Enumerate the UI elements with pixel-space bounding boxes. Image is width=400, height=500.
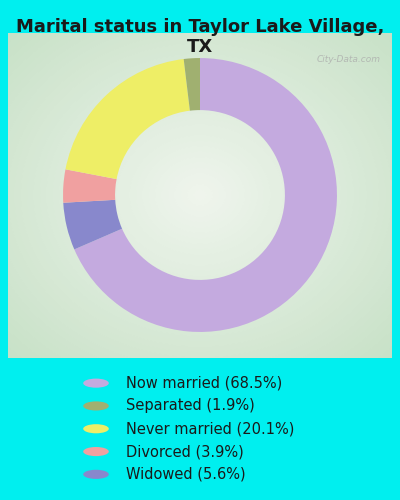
Ellipse shape (130, 136, 270, 254)
Circle shape (83, 402, 109, 410)
Ellipse shape (0, 0, 400, 412)
Ellipse shape (0, 6, 400, 384)
Ellipse shape (0, 0, 400, 482)
Ellipse shape (181, 179, 219, 211)
Ellipse shape (0, 0, 400, 466)
Ellipse shape (0, 0, 400, 428)
Ellipse shape (59, 76, 341, 314)
Ellipse shape (27, 49, 373, 341)
Ellipse shape (0, 0, 400, 450)
Ellipse shape (0, 0, 400, 460)
Ellipse shape (0, 0, 400, 439)
Ellipse shape (66, 81, 334, 308)
Ellipse shape (187, 184, 213, 206)
Wedge shape (74, 58, 337, 332)
Text: City-Data.com: City-Data.com (316, 55, 380, 64)
Ellipse shape (21, 44, 379, 346)
Text: Divorced (3.9%): Divorced (3.9%) (126, 444, 244, 459)
Ellipse shape (117, 124, 283, 266)
Ellipse shape (162, 162, 238, 228)
Ellipse shape (2, 27, 398, 363)
Ellipse shape (0, 0, 400, 401)
Ellipse shape (123, 130, 277, 260)
Ellipse shape (34, 54, 366, 336)
Ellipse shape (136, 141, 264, 249)
Ellipse shape (46, 65, 354, 325)
Ellipse shape (53, 70, 347, 320)
Circle shape (83, 447, 109, 456)
Text: Marital status in Taylor Lake Village,
TX: Marital status in Taylor Lake Village, T… (16, 18, 384, 56)
Ellipse shape (0, 0, 400, 471)
Text: Never married (20.1%): Never married (20.1%) (126, 421, 294, 436)
Text: Separated (1.9%): Separated (1.9%) (126, 398, 255, 413)
Ellipse shape (0, 0, 400, 434)
Text: Now married (68.5%): Now married (68.5%) (126, 376, 282, 390)
Ellipse shape (40, 60, 360, 330)
Wedge shape (184, 58, 200, 110)
Wedge shape (63, 170, 116, 202)
Ellipse shape (91, 103, 309, 287)
Ellipse shape (0, 0, 400, 390)
Ellipse shape (0, 0, 400, 488)
Circle shape (83, 424, 109, 434)
Ellipse shape (0, 0, 400, 396)
Ellipse shape (72, 86, 328, 304)
Ellipse shape (0, 0, 400, 455)
Ellipse shape (0, 0, 400, 476)
Ellipse shape (149, 152, 251, 238)
Ellipse shape (110, 119, 290, 271)
Ellipse shape (14, 38, 386, 352)
Ellipse shape (142, 146, 258, 244)
Ellipse shape (98, 108, 302, 282)
Circle shape (83, 470, 109, 479)
Ellipse shape (194, 190, 206, 200)
Wedge shape (63, 200, 122, 250)
Ellipse shape (104, 114, 296, 276)
Text: Widowed (5.6%): Widowed (5.6%) (126, 467, 246, 482)
Ellipse shape (0, 16, 400, 374)
Ellipse shape (8, 32, 392, 357)
Ellipse shape (85, 98, 315, 292)
Ellipse shape (0, 0, 400, 444)
Ellipse shape (155, 157, 245, 233)
Wedge shape (66, 59, 190, 179)
Ellipse shape (0, 0, 400, 406)
Ellipse shape (174, 174, 226, 216)
Ellipse shape (0, 0, 400, 422)
Ellipse shape (0, 11, 400, 379)
Ellipse shape (78, 92, 322, 298)
Ellipse shape (0, 0, 400, 417)
Ellipse shape (168, 168, 232, 222)
Circle shape (83, 378, 109, 388)
Ellipse shape (0, 22, 400, 368)
